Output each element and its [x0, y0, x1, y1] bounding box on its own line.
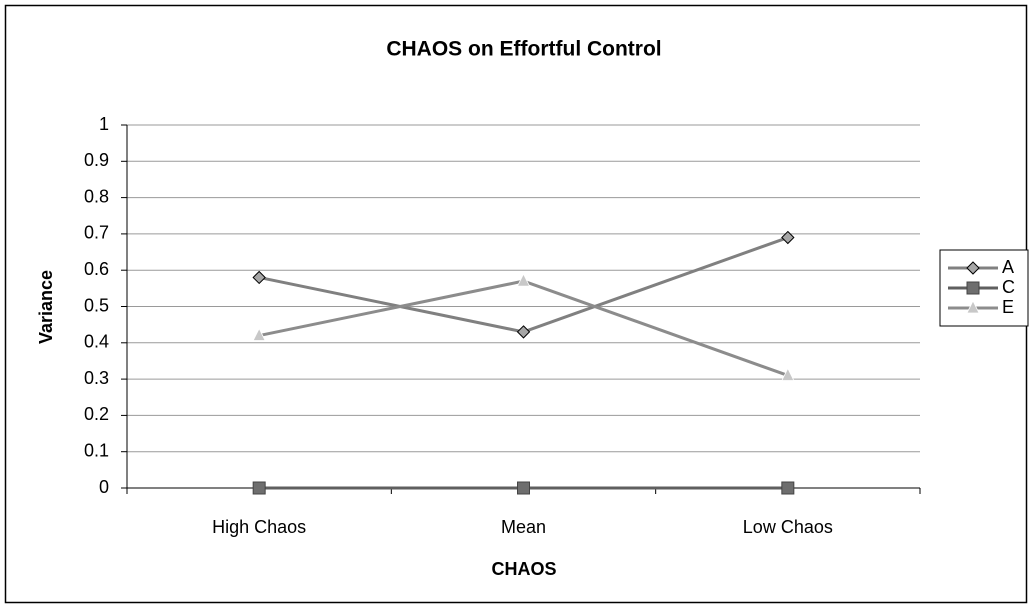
legend-label: C [1002, 277, 1015, 297]
marker [781, 481, 795, 495]
y-tick-label: 0.5 [84, 295, 109, 315]
y-tick-label: 0.3 [84, 368, 109, 388]
marker [781, 367, 795, 381]
marker [966, 300, 980, 314]
legend-label: A [1002, 257, 1014, 277]
marker [966, 281, 980, 295]
marker [966, 261, 980, 275]
marker [781, 230, 795, 245]
y-tick-label: 0.7 [84, 223, 109, 243]
marker [516, 273, 531, 287]
y-tick-label: 0.2 [84, 404, 109, 424]
marker [252, 327, 266, 341]
y-tick-label: 0.4 [84, 332, 109, 352]
y-tick-label: 1 [99, 114, 109, 134]
chart-title: CHAOS on Effortful Control [386, 38, 661, 61]
legend-label: E [1002, 297, 1014, 317]
marker [517, 481, 530, 495]
y-tick-label: 0.1 [84, 440, 109, 460]
y-tick-label: 0.8 [84, 186, 109, 206]
marker [516, 325, 531, 339]
y-tick-label: 0.6 [84, 259, 109, 279]
y-tick-label: 0.9 [84, 150, 109, 170]
marker [252, 481, 266, 495]
y-tick-label: 0 [99, 477, 109, 497]
x-tick-label: Low Chaos [743, 517, 833, 537]
marker [252, 270, 266, 285]
y-axis-title: Variance [36, 270, 56, 344]
chart-border [4, 4, 1028, 604]
x-tick-label: Mean [501, 517, 546, 537]
x-axis-title: CHAOS [491, 559, 556, 579]
x-tick-label: High Chaos [212, 517, 306, 537]
